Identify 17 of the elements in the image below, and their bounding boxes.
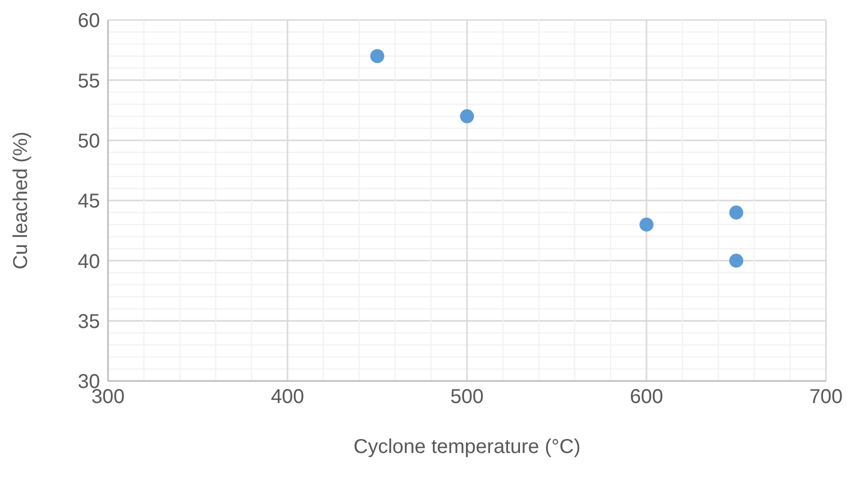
y-tick-label: 45 [78,190,100,213]
y-tick-label: 55 [78,70,100,92]
point [640,218,654,232]
x-tick-label: 400 [270,386,304,408]
x-tick-label: 700 [809,386,843,408]
y-tick-label: 60 [78,10,100,32]
y-tick-label: 35 [78,310,100,333]
x-tick-label: 500 [450,386,484,408]
point [729,206,744,220]
point [729,254,744,268]
y-axis-title: Cu leached (%) [10,132,32,270]
x-axis-title: Cyclone temperature (°C) [354,436,580,458]
y-tick-label: 50 [78,130,100,152]
x-tick-label: 600 [630,386,664,408]
point [370,49,384,64]
y-tick-label: 40 [78,250,100,273]
point [460,109,474,124]
